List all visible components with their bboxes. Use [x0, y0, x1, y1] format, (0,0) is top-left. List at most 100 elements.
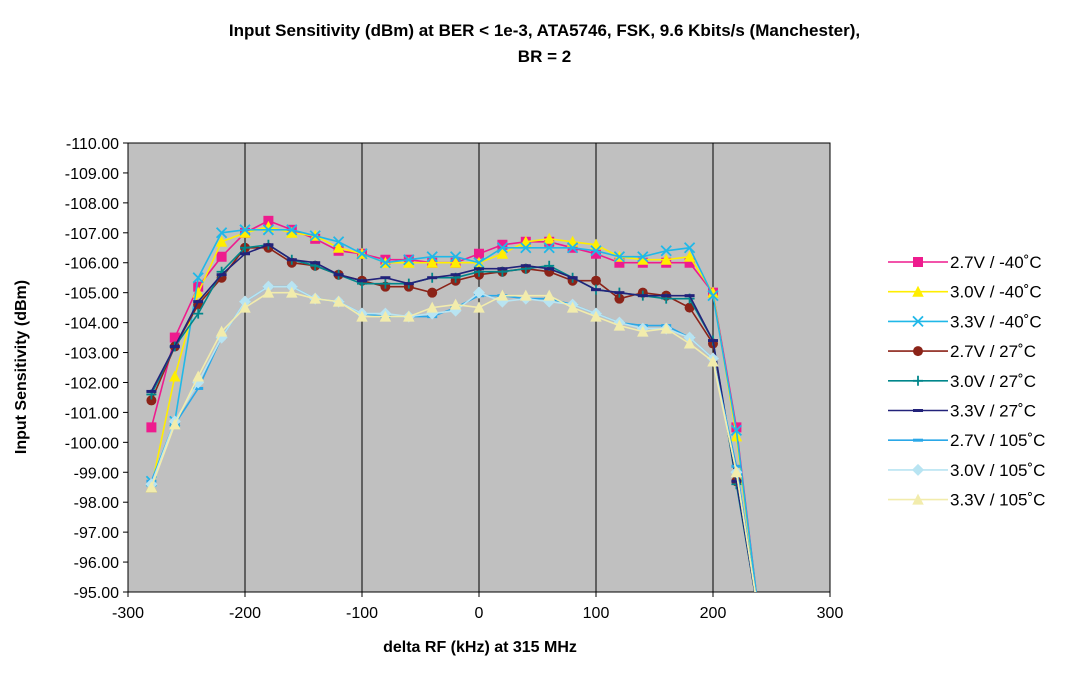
data-point [496, 242, 509, 254]
data-point [145, 481, 158, 493]
x-tick-label: -100 [346, 605, 378, 622]
y-tick-label: -97.00 [74, 525, 119, 542]
data-point [567, 276, 578, 280]
data-point [660, 253, 672, 265]
data-point [427, 276, 438, 280]
chart-title-line-1: Input Sensitivity (dBm) at BER < 1e-3, A… [228, 21, 861, 40]
legend-label: 2.7V / 27˚C [950, 342, 1036, 361]
data-point [474, 267, 484, 271]
data-point [591, 275, 601, 286]
data-point [380, 276, 391, 280]
y-axis-title: Input Sensitivity (dBm) [13, 280, 30, 454]
y-tick-label: -102.00 [65, 375, 119, 392]
chart-title: Input Sensitivity (dBm) at BER < 1e-3, A… [0, 18, 1089, 70]
data-point [496, 247, 509, 259]
data-point [730, 424, 743, 436]
data-point [356, 310, 368, 322]
data-point [544, 267, 555, 271]
y-tick-label: -105.00 [65, 286, 119, 303]
legend-label: 3.3V / -40˚C [950, 312, 1042, 331]
data-point [426, 301, 438, 313]
legend-label: 3.0V / -40˚C [950, 283, 1042, 302]
legend-marker [913, 438, 923, 442]
data-point [707, 290, 719, 302]
data-point [262, 286, 275, 298]
y-axis-ticks: -110.00 -109.00 -108.00 -107.00 -106.00 -105.… [65, 136, 128, 602]
data-point [333, 273, 344, 277]
legend-item: 2.7V / 105˚C [888, 431, 1045, 450]
series-3 [145, 224, 757, 592]
data-point [426, 251, 438, 263]
data-point [566, 242, 579, 254]
y-tick-label: -101.00 [65, 405, 119, 422]
legend-marker [913, 346, 923, 357]
data-point [286, 224, 298, 236]
data-point [520, 264, 531, 268]
data-point [286, 258, 297, 262]
data-point [613, 319, 626, 331]
x-tick-label: -300 [112, 605, 144, 622]
data-point [473, 286, 485, 299]
series-layer [145, 215, 758, 592]
data-point [215, 227, 228, 239]
data-point [450, 273, 461, 277]
legend-item: 3.0V / 27˚C [888, 372, 1036, 391]
data-point [637, 294, 648, 298]
data-point [239, 301, 251, 313]
data-point [661, 294, 672, 298]
legend-item: 2.7V / 27˚C [888, 342, 1036, 361]
data-point [379, 257, 392, 269]
data-point [449, 256, 462, 268]
data-point [427, 287, 438, 298]
legend-item: 3.3V / -40˚C [888, 312, 1042, 331]
data-point [216, 251, 227, 262]
data-point [449, 251, 462, 263]
data-point [332, 295, 345, 307]
y-tick-label: -96.00 [74, 555, 119, 572]
legend-marker [913, 375, 923, 386]
data-point [309, 292, 321, 304]
gridlines [244, 143, 714, 592]
data-point [193, 300, 204, 304]
series-9 [145, 286, 756, 592]
data-point [614, 291, 625, 295]
x-axis-title: delta RF (kHz) at 315 MHz [383, 639, 577, 656]
data-point [614, 293, 625, 304]
data-point [240, 252, 250, 256]
y-tick-label: -100.00 [65, 435, 119, 452]
x-tick-label: 0 [475, 605, 484, 622]
legend-label: 2.7V / 105˚C [950, 431, 1045, 450]
legend-marker [912, 493, 924, 505]
data-point [591, 248, 601, 259]
data-point [146, 389, 157, 393]
data-point [474, 248, 484, 259]
data-point [357, 279, 367, 283]
data-point [332, 236, 345, 248]
y-tick-label: -103.00 [65, 346, 119, 363]
data-point [543, 232, 555, 244]
legend-marker [912, 315, 924, 328]
chart-title-line-2: BR = 2 [517, 47, 572, 66]
y-tick-label: -110.00 [66, 136, 119, 153]
data-point [543, 289, 555, 301]
data-point [215, 325, 228, 337]
data-point [707, 355, 719, 367]
data-point [613, 251, 626, 263]
data-point [684, 302, 695, 313]
data-point [683, 337, 696, 349]
data-point [403, 310, 415, 322]
legend-item: 3.3V / 27˚C [888, 402, 1036, 421]
data-point [239, 226, 251, 238]
data-point [309, 230, 321, 242]
x-tick-label: 300 [817, 605, 844, 622]
data-point [263, 243, 274, 247]
data-point [239, 224, 251, 236]
legend-label: 2.7V / -40˚C [950, 253, 1042, 272]
data-point [684, 294, 695, 298]
data-point [707, 286, 719, 298]
x-tick-label: -200 [229, 605, 261, 622]
legend-label: 3.3V / 27˚C [950, 402, 1036, 421]
data-point [566, 301, 579, 313]
legend-label: 3.3V / 105˚C [950, 491, 1045, 510]
